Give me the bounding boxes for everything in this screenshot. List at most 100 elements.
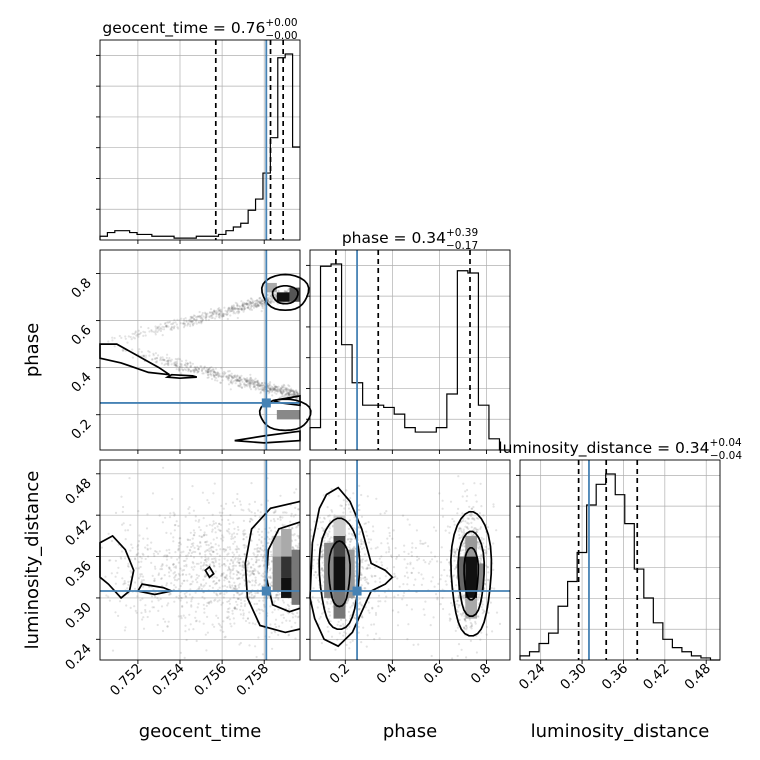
sample-point bbox=[281, 392, 284, 395]
sample-point bbox=[238, 593, 241, 596]
sample-point bbox=[239, 385, 242, 388]
sample-point bbox=[492, 505, 495, 508]
sample-point bbox=[154, 357, 157, 361]
sample-point bbox=[329, 620, 332, 623]
sample-point bbox=[254, 645, 257, 648]
sample-point bbox=[240, 386, 244, 389]
sample-point bbox=[366, 634, 369, 637]
sample-point bbox=[394, 575, 397, 578]
sample-point bbox=[212, 520, 215, 523]
sample-point bbox=[337, 495, 340, 498]
sample-point bbox=[120, 495, 123, 498]
sample-point bbox=[113, 337, 116, 340]
sample-point bbox=[207, 318, 210, 322]
sample-point bbox=[206, 370, 209, 373]
sample-point bbox=[250, 303, 253, 306]
sample-point bbox=[208, 552, 212, 555]
sample-point bbox=[177, 577, 180, 581]
sample-point bbox=[284, 394, 287, 397]
sample-point bbox=[243, 599, 246, 603]
sample-point bbox=[489, 601, 492, 604]
sample-point bbox=[178, 365, 181, 369]
sample-point bbox=[360, 515, 364, 518]
sample-point bbox=[316, 543, 319, 546]
sample-point bbox=[198, 315, 201, 318]
sample-point bbox=[243, 302, 246, 306]
x-tick-label: 0.36 bbox=[599, 661, 632, 694]
sample-point bbox=[290, 512, 293, 516]
sample-point bbox=[193, 318, 196, 321]
sample-point bbox=[189, 315, 192, 319]
sample-point bbox=[271, 388, 274, 391]
sample-point bbox=[149, 547, 152, 550]
sample-point bbox=[156, 330, 159, 334]
x-tick-label: 0.8 bbox=[468, 661, 495, 688]
sample-point bbox=[179, 567, 182, 570]
sample-point bbox=[258, 608, 261, 611]
sample-point bbox=[243, 307, 247, 310]
sample-point bbox=[274, 509, 277, 512]
sample-point bbox=[114, 559, 117, 562]
sample-point bbox=[234, 307, 237, 310]
sample-point bbox=[287, 389, 290, 392]
sample-point bbox=[236, 498, 239, 501]
sample-point bbox=[122, 583, 125, 586]
sample-point bbox=[441, 596, 444, 600]
sample-point bbox=[221, 574, 224, 577]
sample-point bbox=[480, 557, 483, 560]
sample-point bbox=[249, 573, 252, 576]
y-axis-label: phase bbox=[22, 323, 43, 377]
sample-point bbox=[240, 386, 244, 389]
sample-point bbox=[486, 526, 490, 529]
sample-point bbox=[249, 297, 252, 300]
sample-point bbox=[135, 567, 138, 570]
sample-point bbox=[235, 379, 238, 382]
sample-point bbox=[239, 305, 242, 308]
sample-point bbox=[191, 324, 194, 327]
sample-point bbox=[186, 545, 189, 549]
sample-point bbox=[243, 553, 246, 556]
sample-point bbox=[492, 568, 495, 572]
sample-point bbox=[387, 526, 390, 529]
sample-point bbox=[407, 552, 410, 556]
sample-point bbox=[146, 544, 149, 547]
sample-point bbox=[163, 358, 166, 361]
sample-point bbox=[244, 378, 247, 381]
sample-point bbox=[173, 325, 176, 328]
sample-point bbox=[377, 594, 381, 597]
sample-point bbox=[451, 657, 454, 660]
sample-point bbox=[214, 527, 217, 530]
sample-point bbox=[139, 325, 143, 329]
sample-point bbox=[206, 370, 209, 374]
sample-point bbox=[446, 525, 449, 528]
sample-point bbox=[172, 540, 175, 543]
sample-point bbox=[284, 390, 287, 393]
title-text: luminosity_distance = 0.34+0.04 bbox=[498, 437, 742, 458]
sample-point bbox=[189, 549, 192, 552]
sample-point bbox=[347, 610, 350, 614]
sample-point bbox=[200, 322, 203, 325]
sample-point bbox=[248, 300, 251, 303]
sample-point bbox=[288, 393, 291, 397]
sample-point bbox=[285, 392, 288, 396]
sample-point bbox=[185, 359, 188, 362]
sample-point bbox=[297, 392, 300, 395]
sample-point bbox=[253, 567, 256, 571]
sample-point bbox=[215, 313, 218, 316]
sample-point bbox=[203, 607, 206, 610]
sample-point bbox=[222, 536, 225, 539]
sample-point bbox=[165, 356, 168, 359]
sample-point bbox=[291, 390, 294, 393]
sample-point bbox=[173, 318, 176, 321]
sample-point bbox=[205, 366, 208, 370]
sample-point bbox=[202, 603, 205, 607]
sample-point bbox=[284, 386, 287, 389]
sample-point bbox=[217, 528, 220, 531]
sample-point bbox=[362, 626, 365, 629]
sample-point bbox=[232, 312, 235, 315]
sample-point bbox=[171, 497, 174, 501]
sample-point bbox=[268, 538, 271, 541]
sample-point bbox=[255, 306, 258, 309]
sample-point bbox=[252, 382, 255, 385]
sample-point bbox=[243, 604, 246, 608]
